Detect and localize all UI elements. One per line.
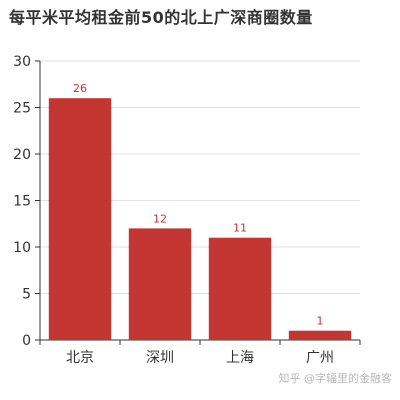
grid-lines [40,60,360,294]
y-tick-label: 5 [22,287,31,303]
x-tick-label: 上海 [226,350,254,366]
bar [128,228,192,340]
labels: 0 5 10 15 20 25 30 26 北京 12 深圳 11 上海 1 广州 [13,54,334,366]
y-tick-label: 0 [22,333,31,349]
y-tick-label: 20 [13,147,31,163]
bars [48,98,352,340]
x-tick-label: 广州 [306,350,334,366]
data-label: 26 [73,82,87,95]
x-tick-label: 深圳 [146,350,174,366]
y-tick-label: 15 [13,194,31,210]
bar [48,98,112,340]
y-tick-label: 25 [13,101,31,117]
x-tick-label: 北京 [66,350,94,366]
chart-title: 每平米平均租金前50的北上广深商圈数量 [9,8,313,27]
y-tick-label: 30 [13,54,31,70]
data-label: 12 [153,212,167,225]
bar [208,237,272,340]
watermark: 知乎 @字辐里的金融客 [278,372,393,385]
y-tick-label: 10 [13,240,31,256]
data-label: 1 [317,315,324,328]
data-label: 11 [233,222,247,235]
bar [288,330,352,340]
